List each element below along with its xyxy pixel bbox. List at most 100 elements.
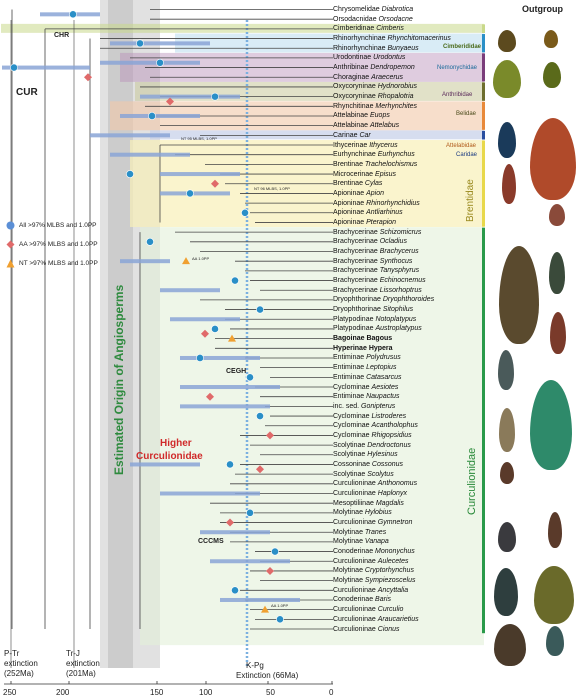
taxon-label: Curculioninae Anthonomus — [333, 479, 417, 488]
clade-band-caridae — [150, 130, 484, 140]
beetle-photo-dryophthorid — [550, 312, 566, 354]
taxon-genus: Austroplatypus — [375, 325, 422, 333]
taxon-subfamily: Hyperinae — [333, 344, 367, 352]
node-label-chr: CHR — [54, 32, 70, 39]
taxon-label: Apioninae Apion — [333, 189, 384, 198]
taxon-genus: Hylobius — [364, 509, 392, 517]
angiosperm-origin-label: Estimated Origin of Angiosperms — [112, 284, 126, 475]
node-label-cur: CUR — [16, 87, 38, 98]
taxon-genus: Cimberis — [376, 25, 404, 33]
taxon-genus: Aesiotes — [371, 383, 399, 391]
taxon-label: Curculioninae Araucarietius — [333, 615, 419, 624]
taxon-genus: Vanapa — [364, 538, 389, 546]
node-age-bar — [2, 65, 90, 70]
taxon-subfamily: Conoderinae — [333, 548, 374, 556]
taxon-genus: Cossonus — [371, 460, 404, 468]
node-aa-support — [206, 392, 214, 401]
taxon-label: Dryophthorinae Sitophilus — [333, 305, 413, 314]
taxon-subfamily: Bagoinae — [333, 335, 365, 343]
taxon-subfamily: Apioninae — [333, 189, 365, 197]
taxon-subfamily: Cossoninae — [333, 460, 370, 468]
taxon-subfamily: Molytinae — [333, 567, 363, 575]
taxon-subfamily: Curculioninae — [333, 615, 376, 623]
legend-nt: NT >97% MLBS and 1.0PP — [6, 259, 98, 268]
beetle-photo-apion — [549, 204, 565, 226]
beetle-photo-brachycerus — [499, 246, 539, 344]
family-color-bar — [482, 82, 485, 101]
family-color-bar — [482, 130, 485, 140]
node-aa-support — [201, 329, 209, 338]
taxon-genus: Ancyttalia — [377, 586, 409, 594]
taxon-label: Attelabinae Euops — [333, 111, 390, 120]
node-age-bar — [210, 559, 290, 564]
node-age-bar — [90, 133, 170, 138]
taxon-label: Brentinae Cylas — [333, 179, 382, 188]
taxon-label: Chrysomelidae Diabrotica — [333, 5, 413, 14]
node-all-support — [256, 412, 264, 420]
taxon-label: Brachycerinae Tanysphyrus — [333, 266, 419, 275]
taxon-subfamily: Brachycerinae — [333, 277, 378, 285]
taxon-subfamily: Cyclominae — [333, 412, 370, 420]
taxon-subfamily: Anthribinae — [333, 64, 369, 72]
taxon-label: Cyclominae Rhigopsidius — [333, 431, 412, 440]
family-brentidae: Brentidae — [465, 179, 476, 222]
taxon-subfamily: Orsodacnidae — [333, 15, 377, 23]
clade-band-curculionidae — [140, 227, 484, 646]
taxon-label: Oxycoryninae Hydnorobius — [333, 82, 417, 91]
taxon-genus: Hydnorobius — [377, 83, 418, 91]
taxon-subfamily: Curculioninae — [333, 625, 376, 633]
taxon-subfamily: Urodontinae — [333, 54, 372, 62]
taxon-subfamily: Cyclominae — [333, 431, 370, 439]
taxon-subfamily: Molytinae — [333, 509, 363, 517]
taxon-subfamily: Brentinae — [333, 160, 363, 168]
taxon-genus: Sympiezoscelus — [364, 577, 416, 585]
taxon-subfamily: Brachycerinae — [333, 248, 378, 255]
taxon-genus: Bagous — [366, 335, 393, 343]
taxon-label: Curculioninae Curculio — [333, 605, 403, 614]
node-support-aa1: AA 1.0PP — [192, 256, 210, 261]
taxon-label: Bagoinae Bagous — [333, 334, 392, 343]
taxon-label: Brachycerinae Echinocnemus — [333, 276, 426, 285]
taxon-label: Rhynchitinae Merhynchites — [333, 102, 417, 111]
taxon-label: Oxycoryninae Rhopalotria — [333, 92, 414, 101]
taxon-subfamily: Entiminae — [333, 364, 365, 372]
taxon-genus: Anthonomus — [377, 480, 418, 488]
taxon-genus: Gonipterus — [361, 402, 396, 410]
node-age-bar — [160, 288, 220, 293]
node-all-support — [186, 189, 194, 198]
ptr-label-2: extinction — [4, 659, 38, 668]
taxon-genus: Leptopius — [366, 364, 397, 372]
taxon-genus: Ithycerus — [369, 141, 398, 149]
taxon-subfamily: Curculioninae — [333, 557, 376, 565]
taxon-subfamily: Apioninae — [333, 199, 365, 207]
taxon-label: Eurhynchinae Eurhynchus — [333, 150, 415, 159]
taxon-label: Platypodinae Notoplatypus — [333, 315, 416, 324]
taxon-subfamily: Mesoptiliinae — [333, 499, 374, 507]
taxon-genus: Rhinorhynchidius — [366, 199, 420, 207]
taxon-genus: Car — [359, 131, 371, 139]
family-color-bar — [482, 227, 485, 634]
beetle-photo-sympiezoscelus — [534, 566, 574, 624]
taxon-genus: Apion — [366, 189, 384, 197]
taxon-genus: Gymnetron — [377, 519, 413, 527]
taxon-label: Attelabinae Attelabus — [333, 121, 399, 130]
taxon-label: Microcerinae Episus — [333, 170, 396, 179]
taxon-label: Conoderinae Baris — [333, 595, 391, 604]
legend-diamond-icon — [6, 240, 15, 249]
taxon-subfamily: Ithycerinae — [333, 141, 368, 149]
taxon-subfamily: Platypodinae — [333, 325, 374, 333]
taxon-label: Brachycerinae Lissorhoptrus — [333, 286, 422, 295]
node-all-support — [276, 615, 284, 624]
taxon-subfamily: Chrysomelidae — [333, 6, 380, 13]
taxon-genus: Sitophilus — [382, 306, 414, 314]
node-all-support — [211, 325, 219, 333]
taxon-genus: Schizomicrus — [379, 228, 422, 236]
beetle-photo-green-weevil — [530, 380, 572, 470]
node-age-bar — [160, 191, 230, 196]
taxon-label: Curculioninae Gymnetron — [333, 518, 412, 527]
taxon-label: Scolytinae Scolytus — [333, 470, 394, 479]
taxon-subfamily: Cyclominae — [333, 422, 370, 430]
taxon-label: Platypodinae Austroplatypus — [333, 324, 422, 333]
taxon-label: Urodontinae Urodontus — [333, 53, 405, 62]
taxon-label: Apioninae Rhinorhynchidius — [333, 199, 420, 208]
